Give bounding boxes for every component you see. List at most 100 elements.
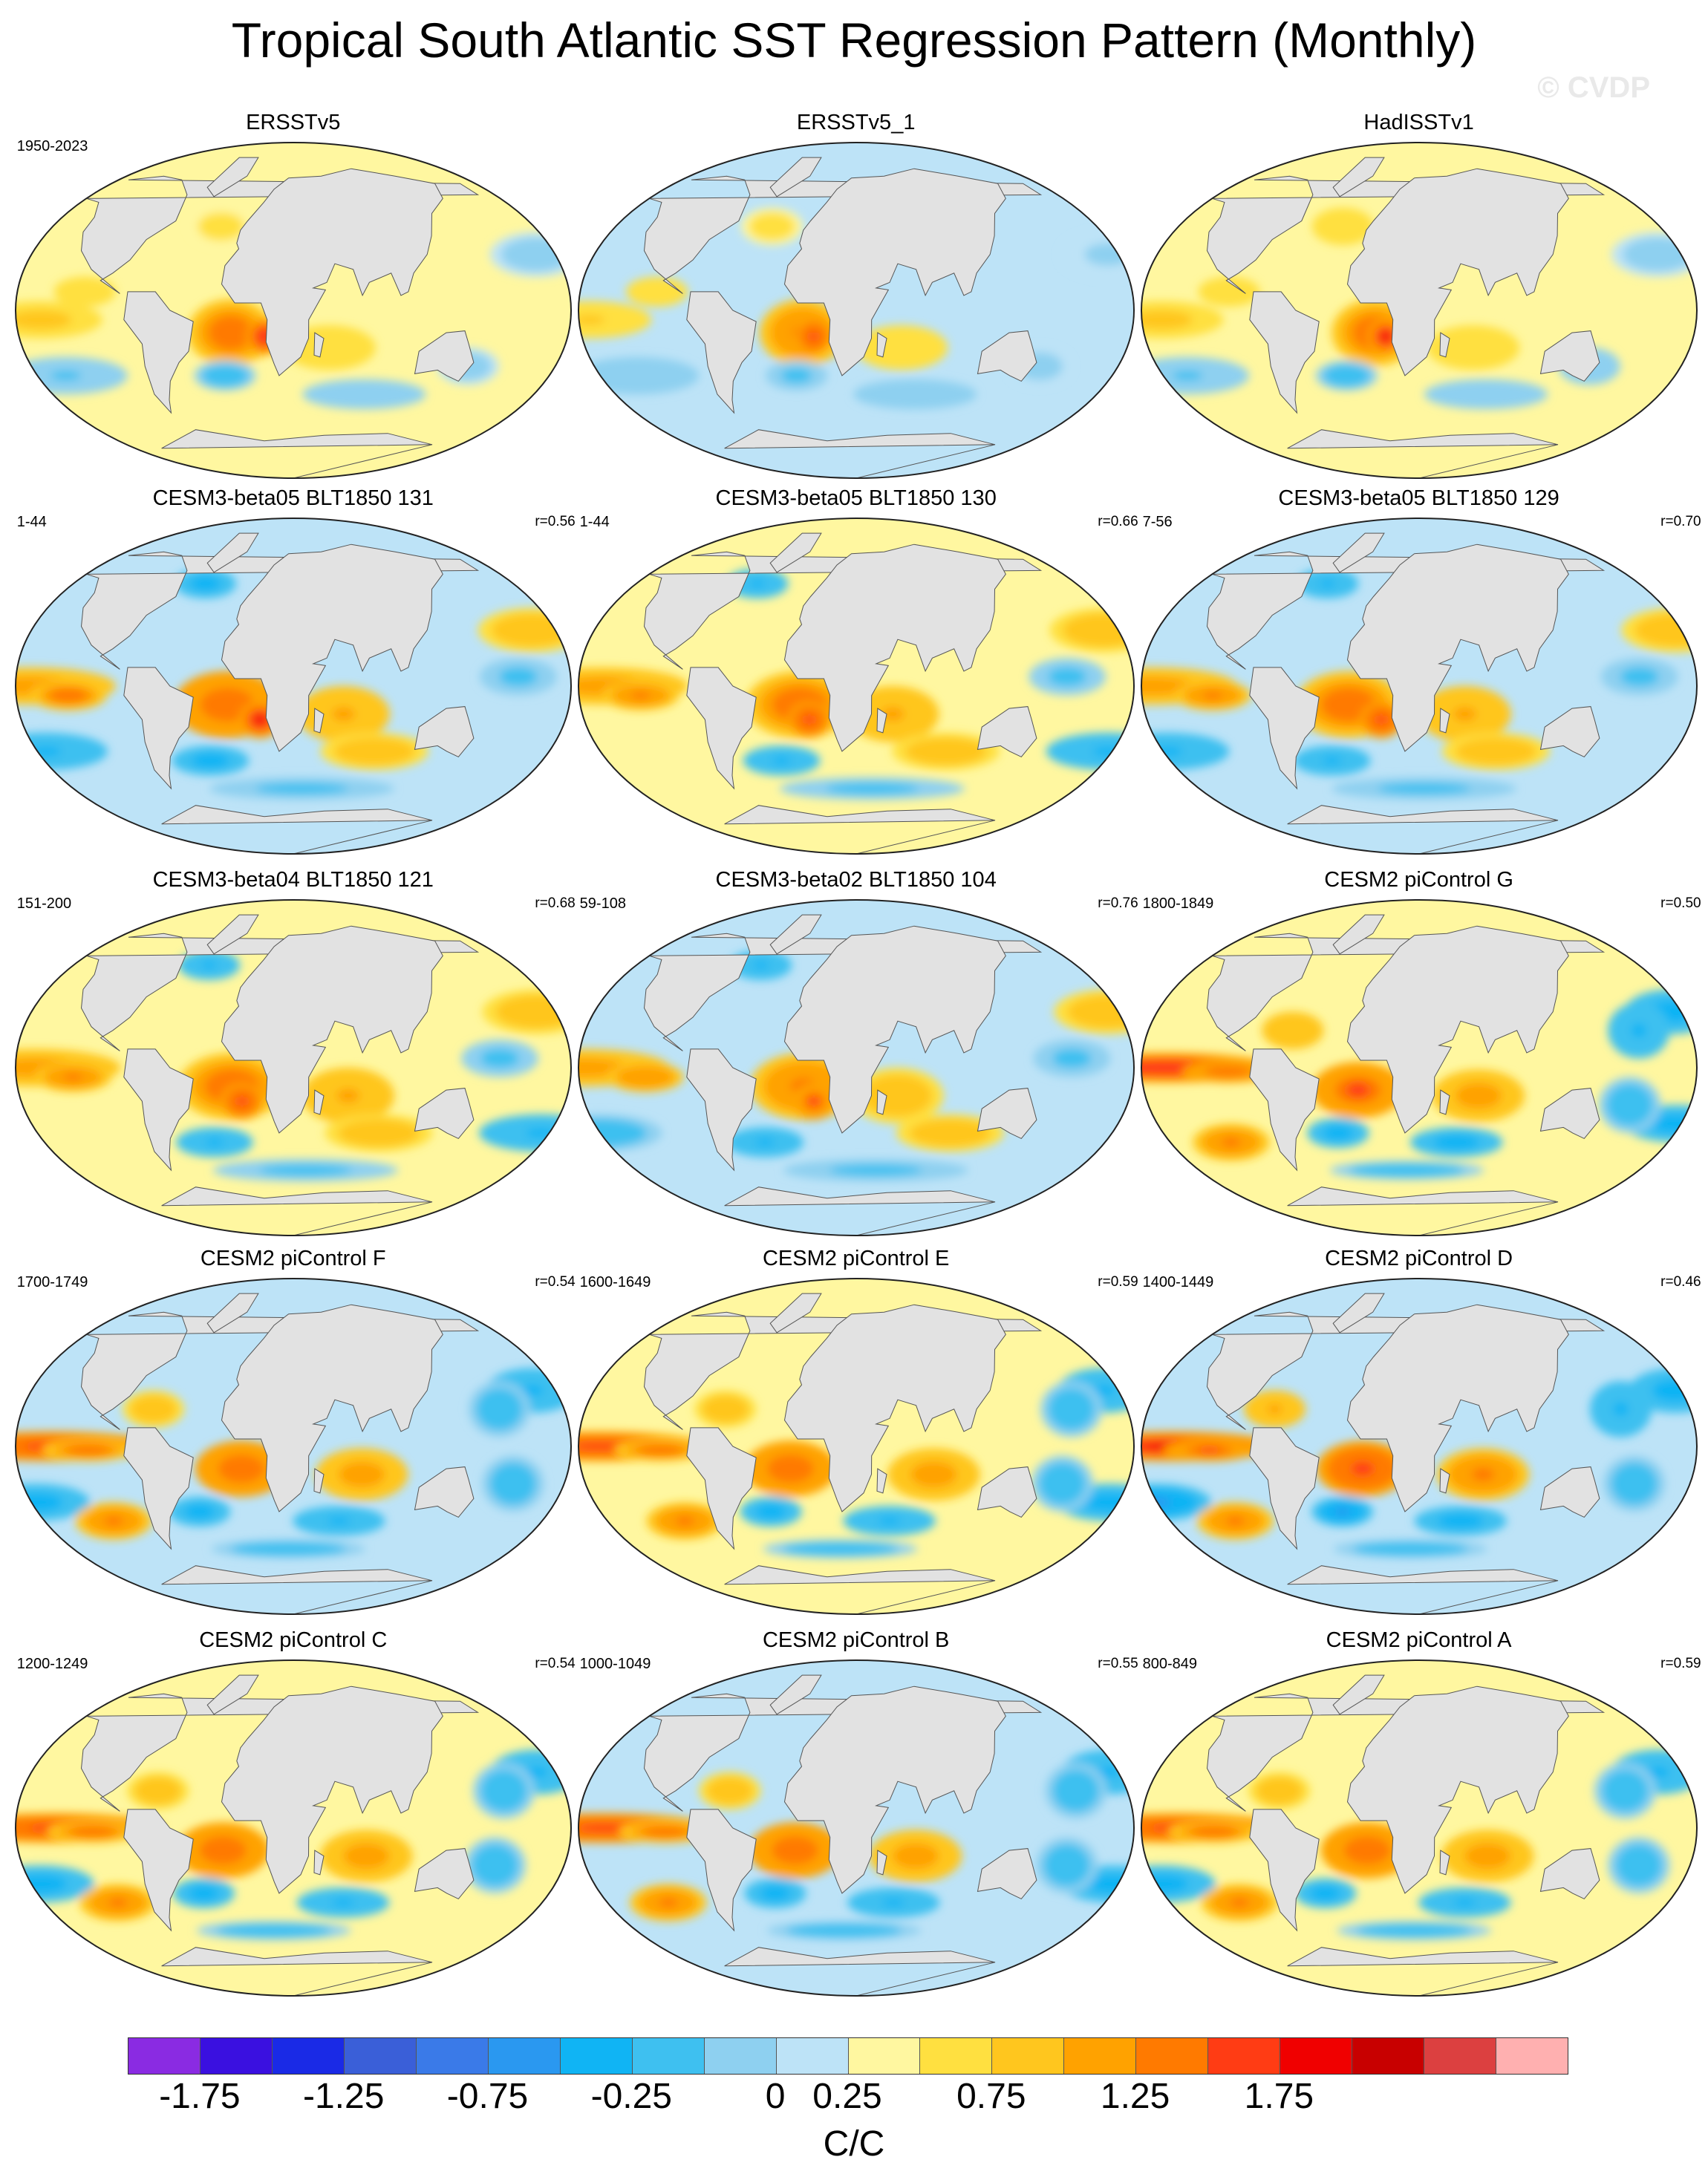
colorbar-swatch <box>344 2038 417 2074</box>
figure-title: Tropical South Atlantic SST Regression P… <box>231 13 1477 68</box>
land-madagascar <box>876 1850 887 1876</box>
anomaly-contour <box>1334 1508 1350 1516</box>
land-australia <box>1539 706 1600 758</box>
anomaly-contour <box>899 390 930 398</box>
anomaly-contour <box>254 714 266 725</box>
land-australia <box>1539 1088 1600 1140</box>
regression-map <box>14 1659 572 1997</box>
anomaly-contour <box>648 1447 672 1454</box>
pattern-correlation: r=0.50 <box>1660 895 1701 912</box>
land-north-america <box>80 1311 479 1431</box>
anomaly-contour <box>520 1385 544 1397</box>
anomaly-contour <box>348 390 379 398</box>
anomaly-contour <box>1334 221 1351 231</box>
land-south-america <box>1248 290 1320 414</box>
land-eurasia-africa <box>783 1304 1006 1513</box>
anomaly-contour <box>1626 1477 1642 1491</box>
land-greenland <box>769 532 822 573</box>
map-border <box>14 141 572 479</box>
anomaly-contour <box>1612 1402 1629 1417</box>
anomaly-contour <box>808 331 818 342</box>
land-antarctica <box>161 1947 432 1997</box>
panel-title: CESM2 piControl C <box>199 1628 388 1653</box>
land-madagascar <box>313 1468 325 1494</box>
anomaly-contour <box>754 1138 775 1146</box>
panel-year-range: 1400-1449 <box>1142 1274 1214 1291</box>
anomaly-contour <box>1334 696 1362 714</box>
regression-map <box>14 518 572 855</box>
map-panel: CESM3-beta02 BLT1850 104 59-108 r=0.76 <box>577 867 1138 1238</box>
map-panel: CESM3-beta05 BLT1850 129 7-56 r=0.70 <box>1140 486 1701 857</box>
anomaly-contour <box>108 1898 128 1907</box>
land-eurasia-africa <box>221 544 443 752</box>
land-eurasia-africa <box>1346 544 1569 752</box>
land-greenland <box>206 1293 259 1334</box>
anomaly-contour <box>1225 1516 1245 1526</box>
land-eurasia-africa <box>221 1685 443 1895</box>
regression-map <box>577 1659 1135 1997</box>
map-panel: CESM2 piControl B 1000-1049 r=0.55 <box>577 1628 1138 1999</box>
land-australia <box>1539 330 1600 382</box>
colorbar-tick-label: 0.75 <box>956 2077 1026 2116</box>
anomaly-contour <box>1322 757 1342 765</box>
land-eurasia-africa <box>1346 168 1569 376</box>
anomaly-contour <box>1476 1850 1499 1863</box>
anomaly-contour <box>522 1006 550 1018</box>
colorbar-swatch <box>1496 2038 1568 2074</box>
colorbar-swatch <box>704 2038 777 2074</box>
anomaly-contour <box>213 221 229 231</box>
anomaly-contour <box>25 314 56 324</box>
anomaly-contour <box>1453 1899 1476 1907</box>
land-madagascar <box>876 1089 887 1115</box>
anomaly-contour <box>1197 1447 1221 1454</box>
anomaly-contour <box>1202 1829 1225 1835</box>
land-greenland <box>769 914 822 955</box>
land-eurasia-africa <box>221 925 443 1134</box>
land-madagascar <box>313 708 325 734</box>
anomaly-contour <box>848 786 896 792</box>
land-greenland <box>769 1293 822 1334</box>
anomaly-contour <box>622 371 653 380</box>
panel-year-range: 1200-1249 <box>16 1656 88 1673</box>
pattern-correlation: r=0.54 <box>535 1274 576 1290</box>
anomaly-contour <box>1448 1517 1472 1525</box>
colorbar-swatch <box>560 2038 633 2074</box>
land-greenland <box>769 1674 822 1715</box>
anomaly-contour <box>1391 1547 1430 1552</box>
land-australia <box>414 330 475 382</box>
anomaly-contour <box>648 287 665 296</box>
anomaly-contour <box>1630 1023 1646 1038</box>
anomaly-contour <box>145 1404 161 1414</box>
map-panel: CESM2 piControl C 1200-1249 r=0.54 <box>14 1628 576 1999</box>
anomaly-contour <box>281 1167 329 1173</box>
regression-map <box>1140 899 1698 1237</box>
land-greenland <box>1332 157 1385 198</box>
land-north-america <box>643 1693 1042 1812</box>
anomaly-contour <box>1271 1786 1287 1796</box>
map-border <box>14 899 572 1237</box>
anomaly-contour <box>1054 1477 1070 1491</box>
anomaly-contour <box>195 1890 212 1898</box>
anomaly-contour <box>778 1461 802 1476</box>
land-eurasia-africa <box>783 925 1006 1134</box>
anomaly-contour <box>1461 342 1485 353</box>
anomaly-contour <box>524 1766 548 1778</box>
anomaly-contour <box>932 746 959 757</box>
land-south-america <box>123 1048 194 1172</box>
anomaly-contour <box>1658 1006 1683 1018</box>
colorbar-swatch <box>632 2038 705 2074</box>
land-madagascar <box>876 331 887 358</box>
map-panel: CESM3-beta04 BLT1850 121 151-200 r=0.68 <box>14 867 576 1238</box>
pattern-correlation: r=0.59 <box>1660 1656 1701 1672</box>
anomaly-contour <box>578 1824 632 1832</box>
anomaly-contour <box>1482 746 1510 757</box>
colorbar-swatch <box>1208 2038 1281 2074</box>
panel-year-range: 1600-1649 <box>579 1274 651 1291</box>
map-border <box>577 1278 1135 1616</box>
land-south-america <box>1248 1048 1320 1172</box>
land-antarctica <box>1286 428 1558 478</box>
land-antarctica <box>724 1187 995 1236</box>
panel-title: CESM2 piControl G <box>1324 868 1513 892</box>
land-antarctica <box>724 1947 995 1997</box>
land-south-america <box>123 290 194 414</box>
